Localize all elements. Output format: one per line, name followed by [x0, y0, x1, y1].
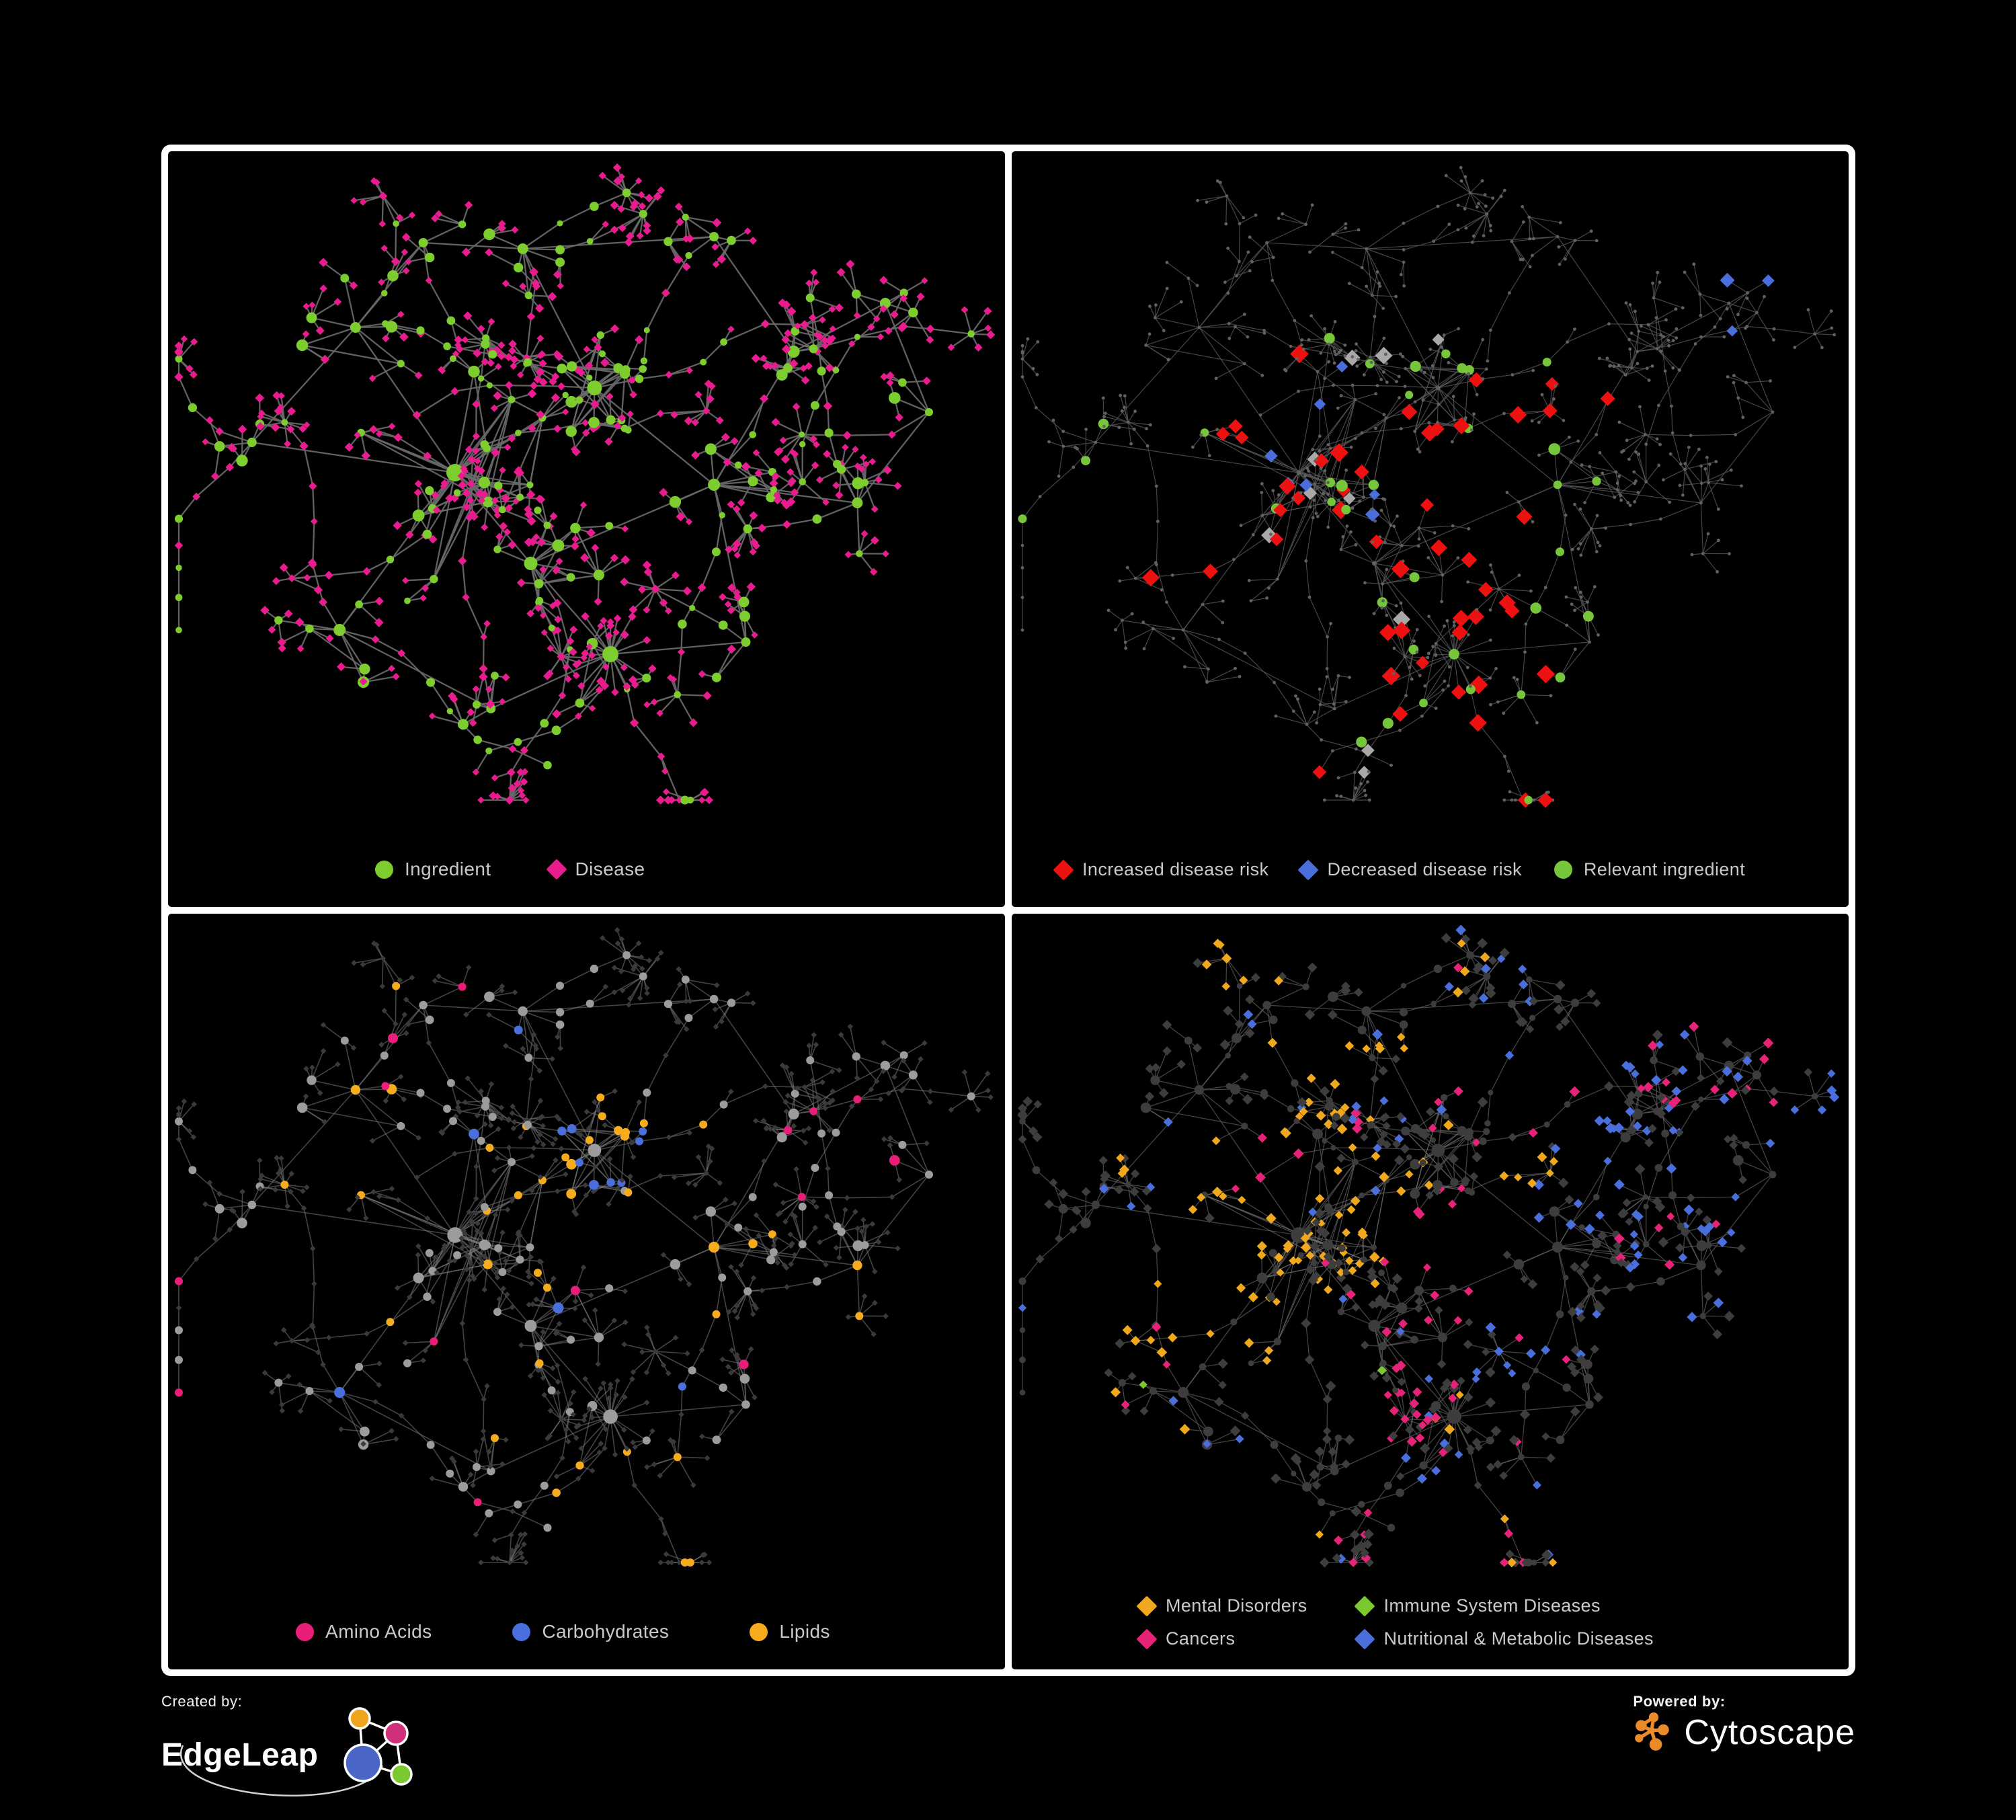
legend-label: Cancers — [1166, 1628, 1236, 1649]
network-canvas-ingredient-disease — [174, 163, 996, 805]
legend-diamond-marker — [1354, 1595, 1376, 1617]
powered-by-label: Powered by: — [1633, 1693, 1726, 1710]
legend-label: Nutritional & Metabolic Diseases — [1383, 1628, 1654, 1649]
legend-item: Nutritional & Metabolic Diseases — [1354, 1628, 1654, 1650]
legend-label: Mental Disorders — [1166, 1595, 1307, 1616]
legend-diamond-marker — [1053, 859, 1074, 881]
legend-item: Ingredient — [375, 859, 491, 880]
legend-item: Disease — [545, 859, 645, 880]
legend-diamond-marker — [1297, 859, 1319, 881]
legend-disease-classes: Mental Disorders Immune System Diseases Ca… — [1012, 1595, 1849, 1650]
legend-diamond-marker — [1136, 1628, 1158, 1650]
edgeleap-credit: Created by: EdgeLeap — [161, 1693, 421, 1798]
legend-circle-marker — [750, 1622, 768, 1641]
legend-disease-risk: Increased disease risk Decreased disease … — [1012, 859, 1849, 881]
cytoscape-credit: Powered by: — [1633, 1693, 1855, 1753]
network-canvas-disease-classes — [1017, 924, 1840, 1568]
legend-item: Cancers — [1136, 1628, 1307, 1650]
legend-diamond-marker — [545, 859, 567, 880]
legend-circle-marker — [1554, 861, 1572, 879]
cytoscape-wordmark: Cytoscape — [1684, 1713, 1855, 1752]
edgeleap-wordmark: EdgeLeap — [161, 1737, 319, 1773]
legend-circle-marker — [512, 1622, 531, 1641]
edgeleap-logo-icon — [180, 1707, 413, 1797]
legend-diamond-marker — [1354, 1628, 1376, 1650]
legend-item: Mental Disorders — [1136, 1595, 1307, 1617]
legend-label: Carbohydrates — [542, 1621, 670, 1642]
cytoscape-icon — [1635, 1712, 1670, 1751]
cytoscape-brand-row: Cytoscape — [1633, 1712, 1855, 1753]
legend-item: Amino Acids — [296, 1621, 432, 1643]
legend-label: Immune System Diseases — [1383, 1595, 1601, 1616]
legend-label: Amino Acids — [325, 1621, 432, 1642]
legend-item: Relevant ingredient — [1554, 859, 1745, 880]
legend-item: Lipids — [750, 1621, 830, 1643]
legend-item: Immune System Diseases — [1354, 1595, 1653, 1617]
panel-disease-risk: Increased disease risk Decreased disease … — [1012, 151, 1849, 907]
footer: Created by: EdgeLeap — [161, 1693, 1855, 1798]
legend-ingredient-disease: Ingredient Disease — [168, 859, 1005, 880]
legend-label: Lipids — [779, 1621, 830, 1642]
legend-diamond-marker — [1136, 1595, 1158, 1617]
legend-label: Decreased disease risk — [1327, 859, 1522, 879]
created-by-label: Created by: — [161, 1693, 243, 1710]
panel-nutrients: Amino Acids Carbohydrates Lipids — [168, 914, 1005, 1669]
legend-label: Disease — [575, 859, 645, 879]
panel-ingredient-disease: Ingredient Disease — [168, 151, 1005, 907]
legend-circle-marker — [375, 860, 393, 879]
network-canvas-nutrients — [175, 927, 994, 1567]
edgeleap-brand-row: EdgeLeap — [161, 1707, 421, 1798]
panel-grid: Ingredient Disease Increased disease risk… — [161, 145, 1855, 1676]
legend-label: Relevant ingredient — [1583, 859, 1746, 879]
legend-label: Ingredient — [405, 859, 491, 879]
legend-item: Carbohydrates — [512, 1621, 669, 1643]
legend-circle-marker — [296, 1622, 314, 1641]
legend-item: Decreased disease risk — [1297, 859, 1522, 881]
legend-label: Increased disease risk — [1082, 859, 1269, 879]
legend-nutrients: Amino Acids Carbohydrates Lipids — [168, 1621, 1005, 1643]
panel-disease-classes: Mental Disorders Immune System Diseases Ca… — [1012, 914, 1849, 1669]
legend-item: Increased disease risk — [1053, 859, 1269, 881]
network-canvas-disease-risk — [1018, 165, 1837, 808]
